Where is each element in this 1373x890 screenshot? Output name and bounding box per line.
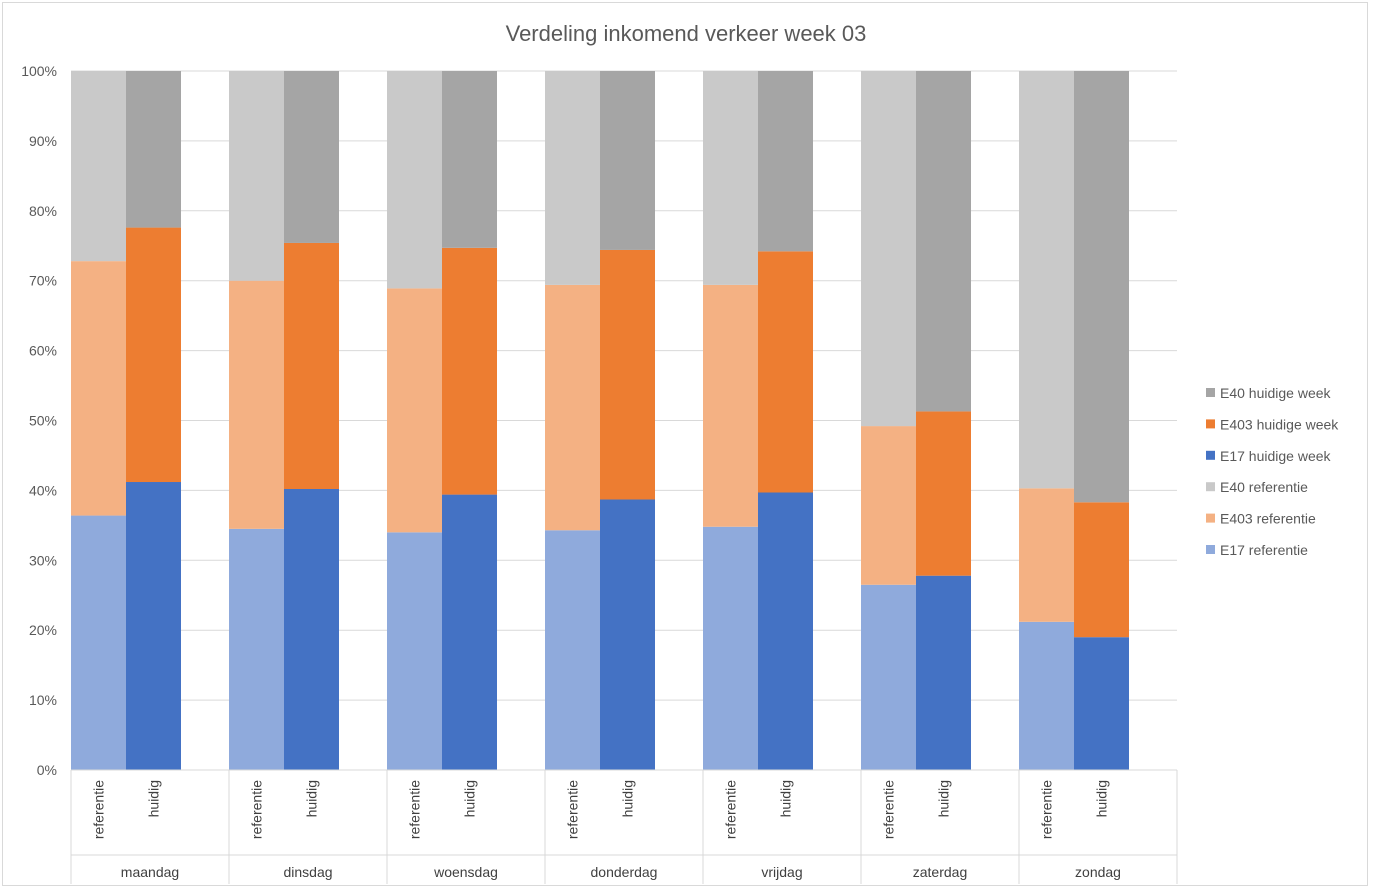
bar-segment — [387, 288, 442, 533]
x-subcategory-label: referentie — [249, 780, 265, 839]
bar-segment — [600, 249, 655, 500]
x-group-label: woensdag — [433, 864, 498, 880]
legend-label: E40 huidige week — [1220, 385, 1332, 401]
bar-segment — [387, 71, 442, 289]
x-group-label: vrijdag — [761, 864, 802, 880]
x-subcategory-label: huidig — [1094, 780, 1110, 817]
legend-label: E17 referentie — [1220, 542, 1308, 558]
x-group-label: donderdag — [591, 864, 658, 880]
x-subcategory-label: referentie — [723, 780, 739, 839]
y-tick-label: 40% — [29, 482, 57, 498]
bar-segment — [758, 492, 813, 770]
x-subcategory-label: referentie — [881, 780, 897, 839]
x-group-label: maandag — [121, 864, 179, 880]
bar-segment — [1074, 637, 1129, 770]
x-subcategory-label: huidig — [462, 780, 478, 817]
x-group-label: zondag — [1075, 864, 1121, 880]
y-axis-ticks: 0% 10% 20% 30% 40% 50% 60% 70% 80% 90% 100% — [21, 63, 57, 778]
x-subcategory-label: referentie — [407, 780, 423, 839]
legend-label: E403 huidige week — [1220, 416, 1339, 432]
x-subcategory-label: huidig — [778, 780, 794, 817]
x-group-label: dinsdag — [283, 864, 332, 880]
bar-segment — [758, 71, 813, 252]
bar-segment — [600, 499, 655, 770]
bar-segment — [284, 71, 339, 243]
bar-segment — [442, 247, 497, 495]
legend: E40 huidige week E403 huidige week E17 hui… — [1206, 385, 1339, 558]
bars — [71, 71, 1129, 770]
bar-segment — [126, 71, 181, 228]
bar-segment — [229, 71, 284, 281]
x-group-label: zaterdag — [913, 864, 967, 880]
bar-segment — [71, 515, 126, 770]
y-tick-label: 30% — [29, 552, 57, 568]
legend-swatch — [1206, 545, 1215, 554]
bar-segment — [1019, 488, 1074, 622]
bar-segment — [442, 71, 497, 248]
legend-swatch — [1206, 482, 1215, 492]
bar-segment — [861, 426, 916, 585]
x-subcategory-label: huidig — [304, 780, 320, 817]
bar-segment — [545, 284, 600, 531]
x-subcategory-label: huidig — [936, 780, 952, 817]
y-tick-label: 0% — [37, 762, 57, 778]
bar-segment — [545, 71, 600, 285]
x-subcategory-label: referentie — [91, 780, 107, 839]
bar-segment — [1074, 71, 1129, 503]
bar-segment — [284, 489, 339, 770]
bar-segment — [861, 584, 916, 770]
bar-segment — [442, 494, 497, 770]
bar-segment — [1019, 621, 1074, 770]
legend-swatch — [1206, 450, 1215, 460]
legend-label: E403 referentie — [1220, 511, 1316, 527]
legend-swatch — [1206, 388, 1215, 397]
bar-segment — [861, 71, 916, 427]
bar-segment — [284, 242, 339, 490]
legend-swatch — [1206, 513, 1215, 523]
bar-segment — [916, 575, 971, 770]
bar-segment — [545, 530, 600, 770]
y-tick-label: 80% — [29, 203, 57, 219]
bar-segment — [600, 71, 655, 250]
bar-segment — [126, 227, 181, 483]
bar-segment — [916, 411, 971, 576]
y-tick-label: 90% — [29, 133, 57, 149]
bar-segment — [229, 280, 284, 529]
y-tick-label: 10% — [29, 692, 57, 708]
bar-segment — [126, 482, 181, 770]
x-subcategory-label: referentie — [1039, 780, 1055, 839]
legend-label: E40 referentie — [1220, 479, 1308, 495]
x-subcategory-label: huidig — [620, 780, 636, 817]
y-tick-label: 100% — [21, 63, 57, 79]
bar-segment — [916, 71, 971, 412]
x-subcategory-label: referentie — [565, 780, 581, 839]
chart-title: Verdeling inkomend verkeer week 03 — [506, 21, 867, 46]
legend-label: E17 huidige week — [1220, 448, 1332, 464]
bar-segment — [387, 532, 442, 770]
legend-swatch — [1206, 419, 1215, 429]
y-tick-label: 50% — [29, 413, 57, 429]
bar-segment — [71, 71, 126, 262]
bar-segment — [703, 71, 758, 285]
y-tick-label: 70% — [29, 273, 57, 289]
bar-segment — [758, 251, 813, 493]
bar-segment — [229, 528, 284, 770]
x-axis: referentie huidig maandag referentie huidig d… — [70, 769, 1178, 884]
y-tick-label: 20% — [29, 622, 57, 638]
y-tick-label: 60% — [29, 343, 57, 359]
bar-segment — [1019, 71, 1074, 489]
bar-segment — [71, 261, 126, 516]
bar-segment — [1074, 502, 1129, 638]
x-subcategory-label: huidig — [146, 780, 162, 817]
bar-segment — [703, 284, 758, 527]
bar-segment — [703, 526, 758, 770]
